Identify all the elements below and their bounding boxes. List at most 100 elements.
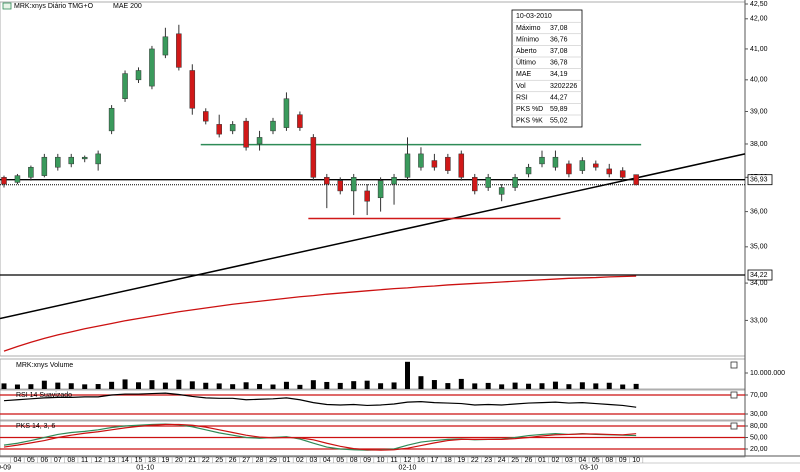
volume-bar [620,384,626,389]
candle-body [377,180,384,199]
volume-bar [41,380,47,389]
x-tick-label: 01 [283,457,291,464]
x-tick-label: 20 [175,457,183,464]
candle-body [270,120,276,132]
x-tick-label: 02 [552,457,560,464]
x-tick-label: 03 [565,457,573,464]
volume-bar [606,382,612,389]
volume-bar [499,384,505,389]
period-label: 0-09 [0,464,11,471]
y-tick-label: 40,00 [750,77,768,84]
x-tick-label: 08 [67,457,75,464]
candle-body [162,36,169,56]
tooltip-value: 34,19 [550,71,568,78]
period-label: 03-10 [580,464,598,471]
candle-body [68,156,74,165]
x-tick-label: 10 [377,457,385,464]
x-tick-label: 25 [511,457,519,464]
candle-body [606,168,612,175]
candle-body [297,114,303,128]
y-tick-label: 36,00 [750,208,768,215]
x-tick-label: 21 [188,457,196,464]
candle-body [283,98,290,128]
x-tick-label: 18 [148,457,156,464]
volume-bar [418,376,424,389]
tooltip-value: 36,78 [550,60,568,67]
x-tick-label: 14 [121,457,129,464]
x-tick-label: 28 [256,457,264,464]
candle-body [472,177,478,192]
volume-bar [337,382,343,389]
volume-bar [431,380,437,389]
tooltip-value: 36,76 [550,36,568,43]
y-tick-label: 38,00 [750,141,768,148]
tooltip-label: MAE [516,71,532,78]
y-tick-label: 39,00 [750,108,768,115]
volume-bar [1,383,7,389]
candle-body [149,48,155,87]
volume-bar [566,384,572,389]
volume-bar [95,384,101,389]
tooltip-date: 10-03-2010 [516,13,552,20]
x-tick-label: 04 [323,457,331,464]
candle-body [633,174,639,186]
volume-bar [552,381,558,389]
candle-body [14,175,21,183]
candle-body [189,70,196,109]
volume-bar [579,382,585,389]
candle-body [41,156,48,176]
volume-bar [203,382,209,389]
volume-bar [68,383,74,389]
x-tick-label: 05 [592,457,600,464]
candle-body [485,177,491,188]
tooltip-label: Aberto [516,48,537,55]
trendline [0,153,746,320]
x-tick-label: 22 [202,457,210,464]
volume-bar [458,378,464,389]
volume-bar [28,384,34,389]
x-tick-label: 26 [229,457,237,464]
x-tick-label: 13 [108,457,116,464]
tooltip-value: 3202226 [550,83,577,90]
pane-title: RSI 14 Suavizado [16,392,72,399]
candle-body [55,156,61,168]
candle-body [593,163,599,168]
indicator-line [3,423,637,451]
period-label: 01-10 [136,464,154,471]
tooltip-label: Mínimo [516,36,539,43]
period-label: 02-10 [399,464,417,471]
candle-body [458,153,465,178]
candle-body [579,160,586,171]
candle-body [324,177,330,185]
candle-body [431,160,438,168]
x-tick-label: 11 [390,457,397,464]
tooltip-value: 55,02 [550,118,568,125]
candle-body [391,177,397,185]
legend-entry: MRK:xnys Diário TMG+O [14,3,94,10]
x-tick-label: 17 [431,457,439,464]
x-tick-label: 05 [336,457,344,464]
candle-body [364,190,370,202]
pane-button [730,422,738,430]
volume-bar [216,383,222,389]
x-tick-label: 23 [484,457,492,464]
tooltip-label: PKS %D [516,106,543,113]
volume-bar [391,382,397,389]
candle-body [229,124,236,132]
x-tick-label: 12 [94,457,102,464]
candle-body [108,108,115,132]
tooltip-value: 37,08 [550,25,568,32]
y-tick-label: 50,00 [750,434,768,441]
volume-bar [526,383,532,389]
x-tick-label: 26 [525,457,533,464]
tooltip-label: PKS %K [516,118,543,125]
pane-button [730,391,738,399]
x-tick-label: 09 [363,457,371,464]
x-tick-label: 06 [40,457,48,464]
tooltip-label: Último [516,58,536,67]
x-tick-label: 18 [444,457,452,464]
x-tick-label: 05 [27,457,35,464]
volume-bar [243,382,249,389]
candle-body [350,177,357,192]
volume-bar [472,383,478,389]
